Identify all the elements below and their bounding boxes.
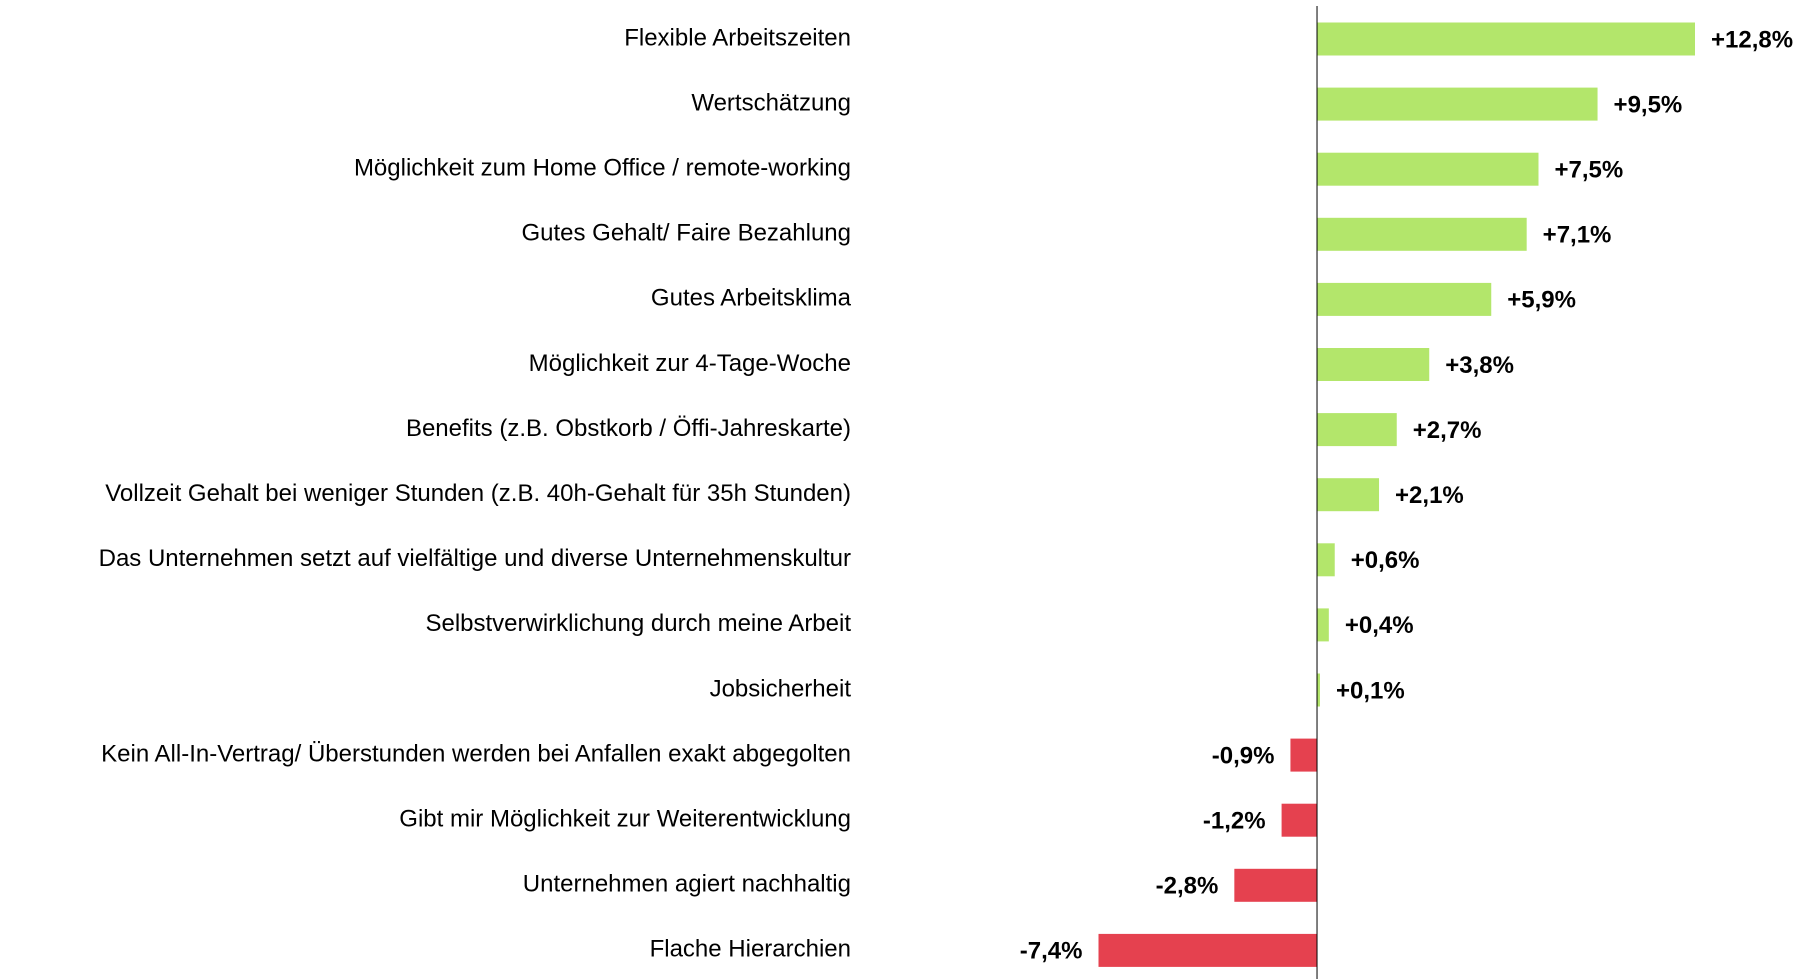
category-label: Gutes Gehalt/ Faire Bezahlung [521, 220, 851, 247]
value-label: +2,7% [1413, 417, 1482, 444]
category-label: Möglichkeit zum Home Office / remote-wor… [354, 155, 851, 182]
category-label: Selbstverwirklichung durch meine Arbeit [425, 610, 851, 637]
category-label: Gutes Arbeitsklima [651, 285, 852, 312]
category-label: Flache Hierarchien [650, 936, 851, 963]
bar [1317, 87, 1598, 121]
bar [1317, 673, 1320, 707]
bar [1317, 22, 1695, 56]
category-label: Gibt mir Möglichkeit zur Weiterentwicklu… [399, 806, 851, 833]
category-label: Kein All-In-Vertrag/ Überstunden werden … [101, 740, 851, 767]
value-label: +12,8% [1711, 26, 1793, 53]
value-label: +3,8% [1445, 352, 1514, 379]
bar [1317, 152, 1539, 186]
bar [1317, 413, 1397, 447]
value-label: +7,1% [1543, 222, 1612, 249]
category-label: Flexible Arbeitszeiten [624, 24, 851, 51]
value-label: +0,4% [1345, 612, 1414, 639]
value-label: -0,9% [1212, 742, 1275, 769]
bar [1317, 348, 1430, 381]
bar [1317, 282, 1492, 316]
category-label: Wertschätzung [691, 89, 851, 116]
bar [1098, 933, 1318, 967]
value-label: +0,6% [1351, 547, 1420, 574]
value-label: +5,9% [1507, 287, 1576, 314]
category-label: Vollzeit Gehalt bei weniger Stunden (z.B… [105, 480, 851, 507]
category-label: Möglichkeit zur 4-Tage-Woche [529, 350, 851, 377]
value-label: -2,8% [1156, 873, 1219, 900]
category-label: Jobsicherheit [710, 675, 852, 702]
category-label: Das Unternehmen setzt auf vielfältige un… [99, 545, 851, 572]
bar [1281, 803, 1318, 837]
value-label: +7,5% [1554, 157, 1623, 184]
value-label: +9,5% [1614, 91, 1683, 118]
value-label: -1,2% [1203, 808, 1266, 835]
category-label: Unternehmen agiert nachhaltig [523, 871, 851, 898]
value-label: -7,4% [1020, 938, 1083, 965]
value-label: +0,1% [1336, 677, 1405, 704]
bar [1317, 543, 1335, 577]
value-label: +2,1% [1395, 482, 1464, 509]
category-label: Benefits (z.B. Obstkorb / Öffi-Jahreskar… [406, 415, 851, 442]
bar [1234, 868, 1318, 902]
bar [1317, 608, 1329, 642]
bar [1317, 478, 1380, 512]
bar [1317, 217, 1527, 251]
bar [1290, 738, 1318, 772]
